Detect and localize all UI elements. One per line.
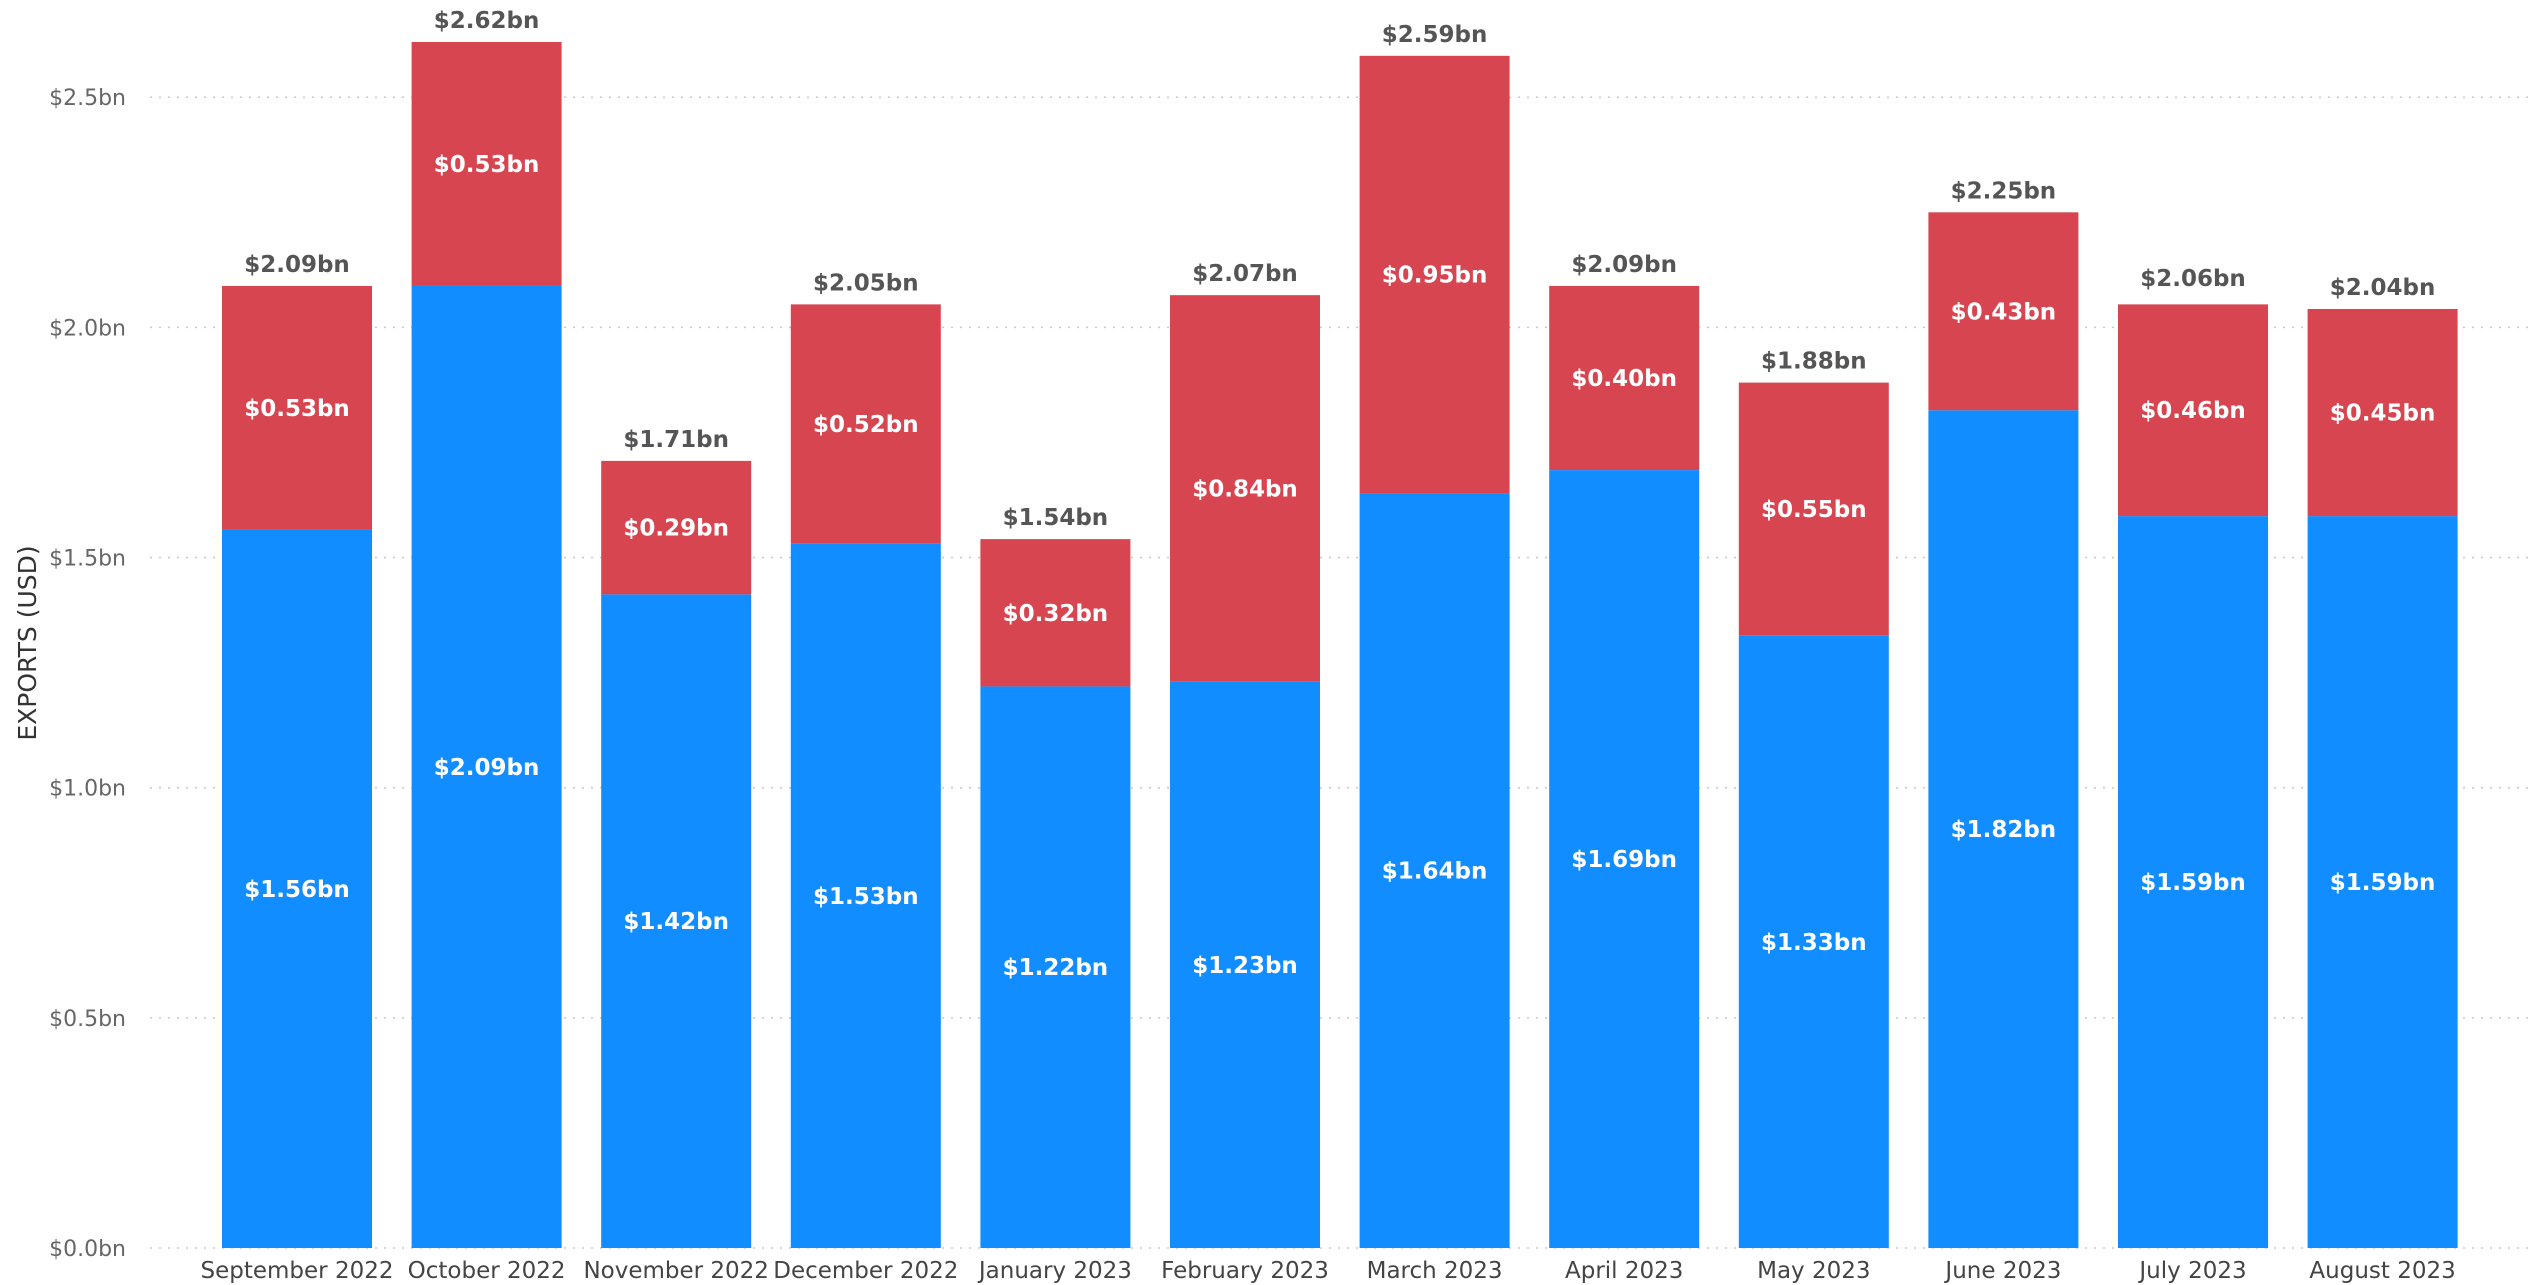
x-axis-category-labels: September 2022 October 2022 November 2022 D… xyxy=(201,1258,2456,1284)
x-tick-label: June 2023 xyxy=(1943,1258,2061,1284)
segment-data-label: $0.40bn xyxy=(1571,366,1677,392)
bar-segment xyxy=(1928,410,2079,1248)
bar-group: $1.64bn $0.95bn $2.59bn xyxy=(1359,22,1510,1248)
segment-data-label: $1.64bn xyxy=(1382,859,1488,885)
x-tick-label: May 2023 xyxy=(1757,1258,1870,1284)
segment-data-label: $0.53bn xyxy=(434,152,540,178)
segment-data-label: $2.09bn xyxy=(434,755,540,781)
bar-segment xyxy=(980,686,1131,1248)
x-tick-label: January 2023 xyxy=(977,1258,1132,1284)
segment-data-label: $0.52bn xyxy=(813,412,919,438)
total-data-label: $1.88bn xyxy=(1761,349,1867,375)
bar-segment xyxy=(2307,516,2458,1248)
total-data-label: $2.04bn xyxy=(2330,275,2436,301)
x-tick-label: September 2022 xyxy=(201,1258,394,1284)
segment-data-label: $0.45bn xyxy=(2330,401,2436,427)
bar-segment xyxy=(1549,470,1700,1248)
total-data-label: $2.59bn xyxy=(1382,22,1488,48)
x-tick-label: July 2023 xyxy=(2137,1258,2246,1284)
segment-data-label: $1.59bn xyxy=(2330,870,2436,896)
total-data-label: $2.06bn xyxy=(2140,266,2246,292)
x-tick-label: April 2023 xyxy=(1565,1258,1683,1284)
bar-group: $1.33bn $0.55bn $1.88bn xyxy=(1738,349,1889,1248)
bar-segment xyxy=(1738,382,1889,636)
bar-group: $1.22bn $0.32bn $1.54bn xyxy=(980,505,1131,1248)
bar-segment xyxy=(1549,285,1700,471)
total-data-label: $2.07bn xyxy=(1192,261,1298,287)
x-tick-label: August 2023 xyxy=(2309,1258,2455,1284)
bar-segment xyxy=(2118,516,2268,1248)
bar-segment xyxy=(1928,212,2079,411)
segment-data-label: $0.46bn xyxy=(2140,398,2246,424)
bars: $1.56bn $0.53bn $2.09bn $2.09bn $0.53bn $2.62… xyxy=(222,8,2458,1249)
bar-group: $1.82bn $0.43bn $2.25bn xyxy=(1928,178,2079,1248)
bar-segment xyxy=(222,285,372,530)
segment-data-label: $1.59bn xyxy=(2140,870,2246,896)
bar-segment xyxy=(411,285,562,1249)
y-tick-label: $2.0bn xyxy=(49,316,126,341)
segment-data-label: $1.33bn xyxy=(1761,930,1867,956)
x-tick-label: February 2023 xyxy=(1161,1258,1329,1284)
segment-data-label: $0.55bn xyxy=(1761,497,1867,523)
bar-group: $1.59bn $0.45bn $2.04bn xyxy=(2307,275,2458,1248)
y-tick-label: $1.5bn xyxy=(49,547,126,572)
segment-data-label: $0.95bn xyxy=(1382,262,1488,288)
bar-segment xyxy=(1738,635,1889,1248)
segment-data-label: $0.53bn xyxy=(244,396,350,422)
bar-segment xyxy=(790,304,941,544)
bar-segment xyxy=(601,594,752,1248)
bar-segment xyxy=(790,543,941,1248)
y-axis-title: EXPORTS (USD) xyxy=(13,545,42,740)
total-data-label: $2.05bn xyxy=(813,270,919,296)
segment-data-label: $0.84bn xyxy=(1192,476,1298,502)
segment-data-label: $1.56bn xyxy=(244,877,350,903)
segment-data-label: $1.53bn xyxy=(813,884,919,910)
x-tick-label: November 2022 xyxy=(583,1258,769,1284)
bar-segment xyxy=(1170,295,1320,682)
bar-segment xyxy=(1359,55,1510,494)
segment-data-label: $1.82bn xyxy=(1951,817,2057,843)
bar-group: $2.09bn $0.53bn $2.62bn xyxy=(411,8,562,1249)
y-tick-label: $0.0bn xyxy=(49,1237,126,1262)
y-tick-label: $2.5bn xyxy=(49,86,126,111)
segment-data-label: $0.29bn xyxy=(623,516,729,542)
bar-segment xyxy=(980,539,1131,687)
x-tick-label: December 2022 xyxy=(773,1258,958,1284)
total-data-label: $2.62bn xyxy=(434,8,540,34)
segment-data-label: $1.69bn xyxy=(1571,847,1677,873)
y-tick-label: $1.0bn xyxy=(49,777,126,802)
bar-group: $1.69bn $0.40bn $2.09bn xyxy=(1549,252,1700,1248)
bar-group: $1.23bn $0.84bn $2.07bn xyxy=(1170,261,1320,1248)
total-data-label: $2.25bn xyxy=(1951,178,2057,204)
bar-segment xyxy=(1170,681,1320,1248)
bar-segment xyxy=(601,460,752,595)
bar-segment xyxy=(411,42,562,286)
bar-segment xyxy=(222,529,372,1248)
total-data-label: $2.09bn xyxy=(1571,252,1677,278)
segment-data-label: $1.23bn xyxy=(1192,953,1298,979)
x-tick-label: October 2022 xyxy=(408,1258,566,1284)
x-tick-label: March 2023 xyxy=(1367,1258,1503,1284)
bar-segment xyxy=(2307,308,2458,517)
segment-data-label: $0.32bn xyxy=(1003,601,1109,627)
total-data-label: $1.54bn xyxy=(1003,505,1109,531)
y-tick-label: $0.5bn xyxy=(49,1007,126,1032)
total-data-label: $1.71bn xyxy=(623,427,729,453)
total-data-label: $2.09bn xyxy=(244,252,350,278)
bar-group: $1.53bn $0.52bn $2.05bn xyxy=(790,270,941,1248)
segment-data-label: $0.43bn xyxy=(1951,299,2057,325)
bar-segment xyxy=(2118,304,2268,517)
y-axis-tick-labels: $0.0bn $0.5bn $1.0bn $1.5bn $2.0bn $2.5bn xyxy=(49,86,126,1262)
bar-group: $1.42bn $0.29bn $1.71bn xyxy=(601,427,752,1248)
bar-segment xyxy=(1359,493,1510,1248)
bar-group: $1.59bn $0.46bn $2.06bn xyxy=(2118,266,2268,1248)
segment-data-label: $1.22bn xyxy=(1003,955,1109,981)
bar-group: $1.56bn $0.53bn $2.09bn xyxy=(222,252,372,1248)
segment-data-label: $1.42bn xyxy=(623,909,729,935)
